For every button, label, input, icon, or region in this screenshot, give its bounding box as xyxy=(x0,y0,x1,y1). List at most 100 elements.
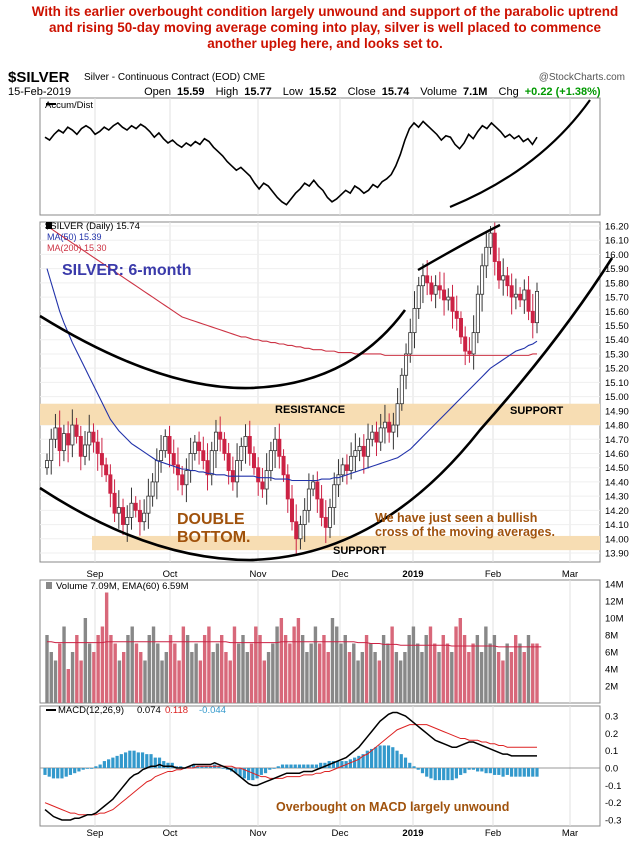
ma200-line xyxy=(46,225,537,356)
upper-channel-curve xyxy=(417,223,501,272)
volume-bar xyxy=(147,635,151,703)
candle-body xyxy=(192,441,197,454)
macd-legend-macd: 0.074 xyxy=(137,705,161,716)
price-y-tick-22: 14.00 xyxy=(605,534,629,545)
volume-bar xyxy=(433,643,437,703)
candle-body xyxy=(378,427,383,443)
price-y-tick-15: 14.70 xyxy=(605,435,629,446)
volume-bar xyxy=(202,635,207,703)
macd-histogram-bar xyxy=(60,768,64,779)
candle-body xyxy=(247,436,252,454)
price-y-tick-23: 13.90 xyxy=(605,549,629,560)
volume-bar xyxy=(347,652,352,703)
macd-histogram-bar xyxy=(107,759,111,768)
volume-y-tick-5: 4M xyxy=(605,665,618,676)
macd-histogram-bar xyxy=(505,768,509,775)
macd-histogram-bar xyxy=(467,768,471,770)
macd-histogram-bar xyxy=(187,766,191,768)
candle-body xyxy=(433,285,438,295)
candle-body xyxy=(213,431,218,452)
macd-histogram-bar xyxy=(81,768,85,770)
volume-bar xyxy=(518,643,522,703)
candle-body xyxy=(142,512,147,523)
volume-bar xyxy=(249,643,254,703)
volume-bar xyxy=(262,660,267,703)
candle-body xyxy=(57,427,62,452)
volume-bar xyxy=(390,626,394,703)
resistance-label: RESISTANCE xyxy=(275,404,345,416)
macd-histogram-bar xyxy=(166,762,170,768)
volume-bar xyxy=(258,635,262,703)
candle-body xyxy=(61,433,66,452)
macd-histogram-bar xyxy=(174,766,179,768)
macd-histogram-bar xyxy=(51,768,56,779)
macd-histogram-bar xyxy=(531,768,535,777)
volume-bar xyxy=(228,660,232,703)
price-x-tick-2: Nov xyxy=(250,569,267,580)
quote-open-label: Open xyxy=(144,86,171,98)
volume-bar xyxy=(113,643,117,703)
candle-body xyxy=(328,507,333,528)
candle-body xyxy=(522,289,527,301)
volume-bar xyxy=(471,643,475,703)
macd-histogram-bar xyxy=(280,764,285,768)
macd-histogram-bar xyxy=(437,768,442,781)
volume-bar xyxy=(266,652,271,703)
macd-histogram-bar xyxy=(238,768,242,777)
volume-bar xyxy=(173,643,177,703)
macd-histogram-bar xyxy=(128,750,132,768)
candle-body xyxy=(492,232,497,262)
quote-chg-label: Chg xyxy=(498,86,519,98)
candle-body xyxy=(133,502,138,511)
candle-body xyxy=(66,433,71,446)
macd-x-tick-2: Nov xyxy=(250,828,267,839)
volume-bar xyxy=(505,643,509,703)
macd-histogram-bar xyxy=(484,768,488,774)
price-y-tick-7: 15.50 xyxy=(605,321,629,332)
volume-bar xyxy=(526,635,531,703)
quote-open: 15.59 xyxy=(176,86,205,98)
candle-body xyxy=(323,517,328,528)
candle-body xyxy=(264,470,269,490)
candle-body xyxy=(184,470,189,486)
macd-y-tick-2: 0.1 xyxy=(605,746,618,757)
volume-y-tick-0: 14M xyxy=(605,580,624,591)
volume-bar xyxy=(49,652,53,703)
volume-bar xyxy=(156,643,160,703)
support-label-right: SUPPORT xyxy=(510,405,563,417)
volume-bar xyxy=(87,643,92,703)
candle-body xyxy=(209,450,214,476)
macd-histogram-bar xyxy=(242,768,246,779)
price-legend-swatch xyxy=(46,222,52,229)
volume-bar xyxy=(168,635,173,703)
volume-bar xyxy=(330,618,335,703)
price-y-tick-16: 14.60 xyxy=(605,449,629,460)
volume-bar xyxy=(185,635,190,703)
ma50-line xyxy=(46,268,538,482)
macd-histogram-bar xyxy=(446,768,450,781)
macd-histogram-bar xyxy=(98,764,102,768)
volume-y-tick-3: 8M xyxy=(605,631,618,642)
macd-histogram-bar xyxy=(488,768,492,774)
candle-body xyxy=(391,424,396,433)
volume-bar xyxy=(501,660,505,703)
candle-body xyxy=(420,275,425,287)
candle-body xyxy=(450,296,455,312)
candle-body xyxy=(268,450,273,471)
macd-histogram-bar xyxy=(361,754,365,768)
volume-bar xyxy=(450,652,454,703)
volume-bar xyxy=(356,660,360,703)
macd-histogram-bar xyxy=(204,766,208,768)
candle-body xyxy=(188,453,193,471)
volume-bar xyxy=(143,660,147,703)
volume-bar xyxy=(535,643,539,703)
candle-body xyxy=(163,436,168,452)
accum-dist-trend-curve xyxy=(449,99,591,209)
macd-histogram-bar xyxy=(365,750,369,768)
support-label-bottom: SUPPORT xyxy=(333,545,386,557)
macd-histogram-bar xyxy=(94,766,98,768)
macd-histogram-bar xyxy=(123,752,128,768)
volume-bar xyxy=(492,635,497,703)
macd-histogram-bar xyxy=(102,761,106,768)
volume-bar xyxy=(92,652,96,703)
